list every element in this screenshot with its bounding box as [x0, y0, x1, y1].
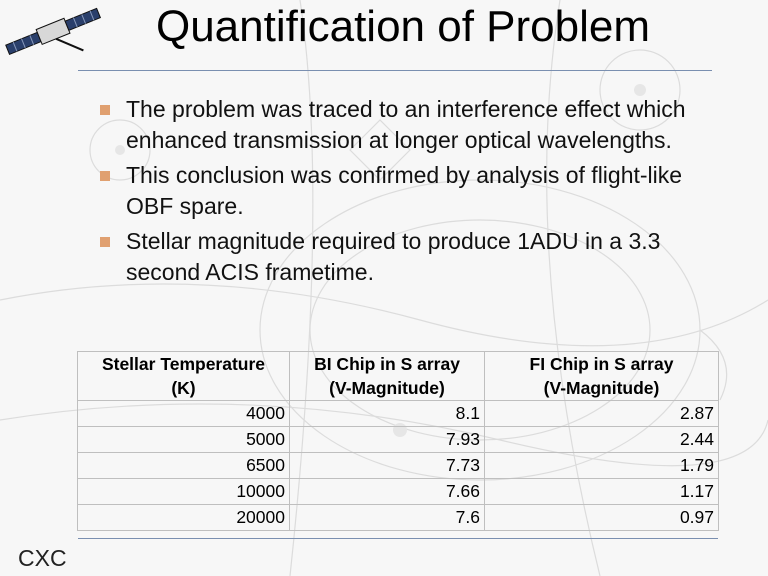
bullet-item: This conclusion was confirmed by analysi… — [98, 160, 718, 222]
column-header-bi-chip: BI Chip in S array (V-Magnitude) — [289, 351, 485, 401]
column-header-line: Stellar Temperature — [101, 354, 266, 374]
bullet-text: Stellar magnitude required to produce 1A… — [126, 228, 661, 285]
bullet-item: Stellar magnitude required to produce 1A… — [98, 226, 718, 288]
cell-fi-magnitude: 0.97 — [484, 504, 719, 531]
magnitude-table: Stellar Temperature (K) BI Chip in S arr… — [77, 351, 719, 531]
table-row: 6500 7.73 1.79 — [77, 452, 719, 479]
table-row: 5000 7.93 2.44 — [77, 426, 719, 453]
cell-bi-magnitude: 7.6 — [289, 504, 485, 531]
satellite-icon — [5, 7, 102, 56]
column-header-line: BI Chip in S array — [314, 354, 460, 374]
column-header-unit: (V-Magnitude) — [329, 378, 445, 398]
bullet-square-icon — [100, 105, 110, 115]
cell-bi-magnitude: 7.66 — [289, 478, 485, 505]
cell-temperature: 6500 — [77, 452, 290, 479]
table-row: 10000 7.66 1.17 — [77, 478, 719, 505]
column-header-unit: (K) — [171, 378, 196, 398]
bullet-square-icon — [100, 171, 110, 181]
slide-title: Quantification of Problem — [155, 2, 651, 51]
cell-fi-magnitude: 1.79 — [484, 452, 719, 479]
column-header-line: FI Chip in S array — [529, 354, 674, 374]
cell-temperature: 20000 — [77, 504, 290, 531]
table-header-row: Stellar Temperature (K) BI Chip in S arr… — [77, 351, 719, 401]
footer-label: CXC — [18, 545, 67, 571]
bullet-square-icon — [100, 237, 110, 247]
cell-bi-magnitude: 8.1 — [289, 400, 485, 427]
cell-fi-magnitude: 2.44 — [484, 426, 719, 453]
cell-temperature: 10000 — [77, 478, 290, 505]
table-row: 20000 7.6 0.97 — [77, 504, 719, 531]
column-header-temperature: Stellar Temperature (K) — [77, 351, 290, 401]
bullet-text: This conclusion was confirmed by analysi… — [126, 162, 683, 219]
cell-fi-magnitude: 2.87 — [484, 400, 719, 427]
cell-bi-magnitude: 7.73 — [289, 452, 485, 479]
title-divider — [78, 70, 712, 71]
bullet-text: The problem was traced to an interferenc… — [126, 96, 686, 153]
footer-divider — [78, 538, 718, 539]
table-row: 4000 8.1 2.87 — [77, 400, 719, 427]
cell-fi-magnitude: 1.17 — [484, 478, 719, 505]
cell-temperature: 4000 — [77, 400, 290, 427]
column-header-fi-chip: FI Chip in S array (V-Magnitude) — [484, 351, 719, 401]
cell-temperature: 5000 — [77, 426, 290, 453]
column-header-unit: (V-Magnitude) — [543, 378, 660, 398]
cell-bi-magnitude: 7.93 — [289, 426, 485, 453]
bullet-item: The problem was traced to an interferenc… — [98, 94, 718, 156]
bullet-list: The problem was traced to an interferenc… — [98, 94, 718, 292]
